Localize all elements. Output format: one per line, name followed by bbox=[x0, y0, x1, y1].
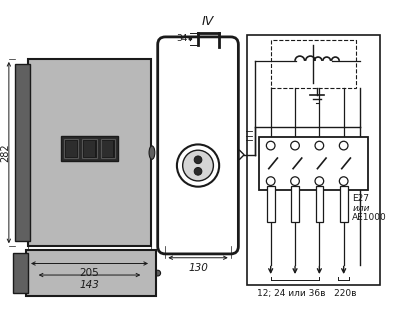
Polygon shape bbox=[82, 250, 93, 262]
Text: 282: 282 bbox=[0, 143, 10, 162]
Polygon shape bbox=[107, 250, 118, 262]
Circle shape bbox=[183, 150, 214, 181]
Polygon shape bbox=[57, 250, 69, 262]
Circle shape bbox=[155, 270, 161, 276]
Bar bbox=[340, 186, 348, 222]
Circle shape bbox=[194, 167, 202, 175]
Bar bbox=[271, 40, 355, 88]
Text: 34: 34 bbox=[176, 34, 188, 43]
Bar bbox=[26, 250, 156, 296]
Circle shape bbox=[194, 156, 202, 164]
Bar bbox=[61, 136, 118, 161]
Text: IV: IV bbox=[201, 15, 214, 28]
Bar bbox=[100, 139, 115, 158]
Bar bbox=[247, 35, 379, 285]
Bar bbox=[28, 59, 151, 246]
Bar bbox=[82, 139, 97, 158]
Circle shape bbox=[266, 141, 275, 150]
Circle shape bbox=[339, 177, 348, 185]
Circle shape bbox=[315, 141, 323, 150]
Circle shape bbox=[339, 141, 348, 150]
Bar bbox=[64, 139, 78, 158]
Circle shape bbox=[177, 144, 219, 187]
Text: AE1000: AE1000 bbox=[352, 213, 387, 222]
Bar bbox=[13, 253, 28, 293]
Circle shape bbox=[315, 177, 323, 185]
Bar bbox=[258, 137, 368, 190]
Text: 130: 130 bbox=[188, 263, 208, 272]
Bar bbox=[84, 141, 95, 157]
Text: или: или bbox=[352, 204, 370, 213]
Text: 12; 24 или 36в   220в: 12; 24 или 36в 220в bbox=[256, 290, 356, 299]
Bar bbox=[291, 186, 299, 222]
Text: 143: 143 bbox=[80, 280, 99, 290]
Circle shape bbox=[291, 177, 299, 185]
Polygon shape bbox=[234, 150, 244, 160]
FancyBboxPatch shape bbox=[158, 37, 238, 254]
Circle shape bbox=[266, 177, 275, 185]
Polygon shape bbox=[32, 250, 43, 262]
Bar bbox=[66, 141, 76, 157]
Bar bbox=[15, 64, 30, 241]
Text: E27: E27 bbox=[352, 194, 369, 203]
Text: 205: 205 bbox=[80, 268, 99, 278]
Bar bbox=[267, 186, 275, 222]
Bar bbox=[316, 186, 323, 222]
Ellipse shape bbox=[149, 146, 155, 159]
Circle shape bbox=[291, 141, 299, 150]
Bar bbox=[102, 141, 113, 157]
